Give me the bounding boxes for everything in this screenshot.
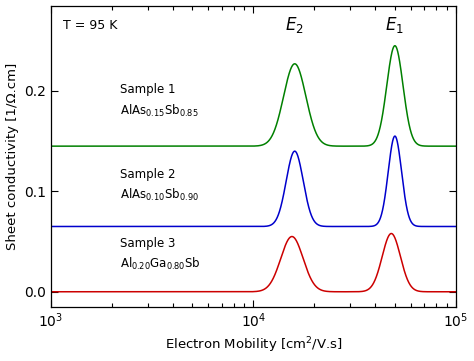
Y-axis label: Sheet conductivity [1/Ω.cm]: Sheet conductivity [1/Ω.cm]	[6, 62, 18, 250]
Text: T = 95 K: T = 95 K	[63, 19, 118, 32]
Text: Sample 1: Sample 1	[120, 83, 176, 96]
Text: Sample 2: Sample 2	[120, 168, 176, 181]
Text: Al$_{0.20}$Ga$_{0.80}$Sb: Al$_{0.20}$Ga$_{0.80}$Sb	[120, 256, 201, 272]
Text: Sample 3: Sample 3	[120, 236, 176, 249]
Text: $E_1$: $E_1$	[385, 15, 404, 35]
X-axis label: Electron Mobility [cm$^2$/V.s]: Electron Mobility [cm$^2$/V.s]	[164, 336, 342, 356]
Text: $E_2$: $E_2$	[285, 15, 304, 35]
Text: AlAs$_{0.10}$Sb$_{0.90}$: AlAs$_{0.10}$Sb$_{0.90}$	[120, 187, 199, 203]
Text: AlAs$_{0.15}$Sb$_{0.85}$: AlAs$_{0.15}$Sb$_{0.85}$	[120, 103, 199, 119]
